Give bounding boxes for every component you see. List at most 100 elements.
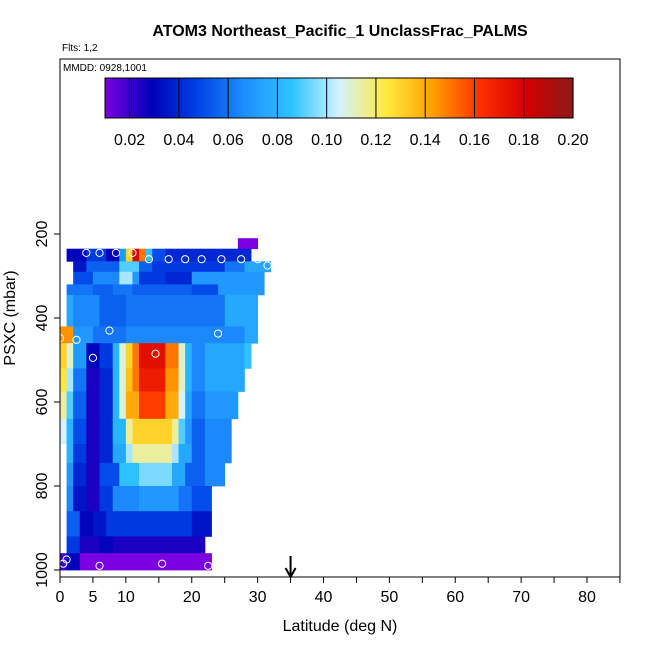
heatmap-cell — [99, 418, 114, 445]
heatmap-cell — [92, 326, 127, 344]
colorbar-segment — [201, 78, 205, 118]
colorbar-segment — [190, 78, 194, 118]
x-tick-label: 40 — [315, 589, 333, 606]
observation-point — [197, 255, 206, 264]
colorbar-segment — [414, 78, 418, 118]
colorbar-segment — [188, 78, 192, 118]
observation-points — [60, 225, 272, 570]
colorbar-segment — [112, 78, 116, 118]
colorbar-segment — [229, 78, 233, 118]
colorbar-segment — [209, 78, 213, 118]
colorbar-segment — [437, 78, 441, 118]
colorbar-segment — [154, 78, 158, 118]
colorbar-segment — [136, 78, 140, 118]
observation-point — [214, 329, 223, 338]
heatmap-cell — [66, 536, 81, 554]
heatmap-cell — [244, 326, 259, 344]
x-axis: 0 5 10 20 30 40 50 60 70 80 — [56, 577, 621, 606]
heatmap-cell — [165, 343, 179, 369]
colorbar-segment — [479, 78, 483, 118]
heatmap-cell — [185, 343, 193, 369]
heatmap-cell — [73, 326, 94, 344]
heatmap-cell — [66, 343, 74, 369]
heatmap-cell — [119, 248, 127, 262]
colorbar-segment — [183, 78, 187, 118]
y-tick-label: 400 — [34, 305, 51, 332]
heatmap-cell — [73, 294, 100, 327]
colorbar-segment — [398, 78, 402, 118]
observation-point — [60, 559, 68, 568]
heatmap-cell — [204, 444, 232, 464]
colorbar-segment — [198, 78, 202, 118]
colorbar-segment — [214, 78, 218, 118]
heatmap-cell — [99, 294, 127, 327]
observation-point — [88, 353, 98, 362]
colorbar-segment — [544, 78, 548, 118]
heatmap-cell — [132, 444, 173, 464]
heatmap-cell — [86, 418, 100, 445]
colorbar-segment — [180, 78, 184, 118]
colorbar-segment — [536, 78, 540, 118]
colorbar-segment — [513, 78, 517, 118]
colorbar-segment — [372, 78, 376, 118]
colorbar-segment — [424, 78, 428, 118]
colorbar-segment — [138, 78, 142, 118]
heatmap-cell — [125, 391, 140, 420]
colorbar-segment — [235, 78, 239, 118]
heatmap-cell — [73, 261, 87, 273]
colorbar-segment — [305, 78, 309, 118]
colorbar-segment — [489, 78, 493, 118]
heatmap-cell — [125, 444, 133, 464]
colorbar-segment — [185, 78, 189, 118]
colorbar-segment — [417, 78, 421, 118]
colorbar-segment — [534, 78, 538, 118]
observation-point — [95, 561, 104, 570]
heatmap-cell — [204, 391, 239, 420]
colorbar-segment — [471, 78, 475, 118]
heatmap-cell — [112, 284, 133, 296]
heatmap-cell — [218, 284, 265, 296]
heatmap-cell — [79, 553, 100, 571]
heatmap-cell — [132, 418, 173, 445]
heatmap-cell — [112, 418, 127, 445]
colorbar-segment — [354, 78, 358, 118]
heatmap-cell — [66, 418, 74, 445]
colorbar-segment — [528, 78, 532, 118]
colorbar-segment — [336, 78, 340, 118]
heatmap-cell — [139, 248, 147, 262]
colorbar-segment — [570, 78, 574, 118]
colorbar-segment — [232, 78, 236, 118]
colorbar-segment — [552, 78, 556, 118]
heatmap-cell — [132, 248, 140, 262]
y-axis-title: PSXC (mbar) — [2, 270, 19, 365]
heatmap-cell — [73, 271, 94, 285]
heatmap-cell — [66, 248, 87, 262]
heatmap-cell — [112, 536, 206, 554]
colorbar-segment — [443, 78, 447, 118]
colorbar-segment — [151, 78, 155, 118]
heatmap-cell — [66, 368, 74, 392]
colorbar-segment — [339, 78, 343, 118]
colorbar-segment — [523, 78, 527, 118]
observation-point — [204, 561, 213, 570]
heatmap-cell — [191, 486, 212, 512]
observation-point — [72, 335, 81, 344]
colorbar-segment — [284, 78, 288, 118]
colorbar-segment — [255, 78, 259, 118]
colorbar-segment — [380, 78, 384, 118]
heatmap-cell — [99, 536, 114, 554]
heatmap-cell — [99, 444, 114, 464]
heatmap-cell — [224, 294, 259, 327]
heatmap-cell — [178, 391, 186, 420]
colorbar-segment — [331, 78, 335, 118]
heatmap-cell — [125, 368, 133, 392]
colorbar-segment — [518, 78, 522, 118]
colorbar-segment — [274, 78, 278, 118]
heatmap-cell — [73, 368, 87, 392]
colorbar-segment — [401, 78, 405, 118]
observation-point — [151, 349, 160, 358]
observation-point — [75, 238, 84, 247]
heatmap-cell — [99, 391, 114, 420]
heatmap-cell — [132, 284, 193, 296]
colorbar-segment — [404, 78, 408, 118]
